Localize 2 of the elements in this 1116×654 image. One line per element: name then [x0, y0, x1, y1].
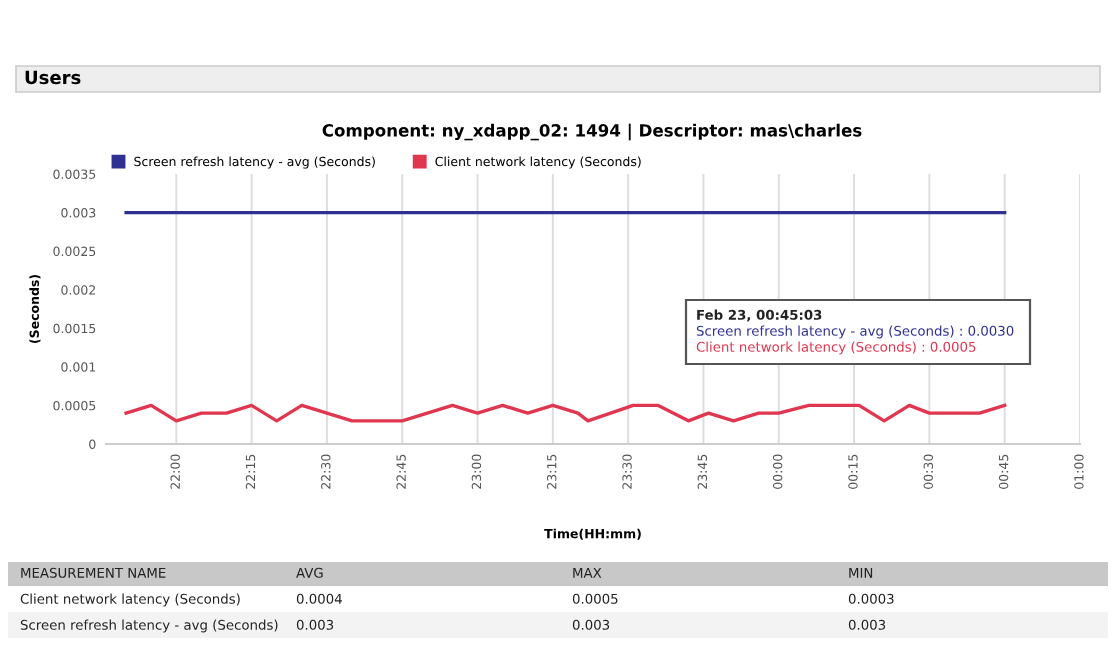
chart-subtitle: Component: ny_xdapp_02: 1494 | Descriptor: mas\charles — [322, 123, 862, 141]
chart-title: Users — [25, 70, 81, 85]
